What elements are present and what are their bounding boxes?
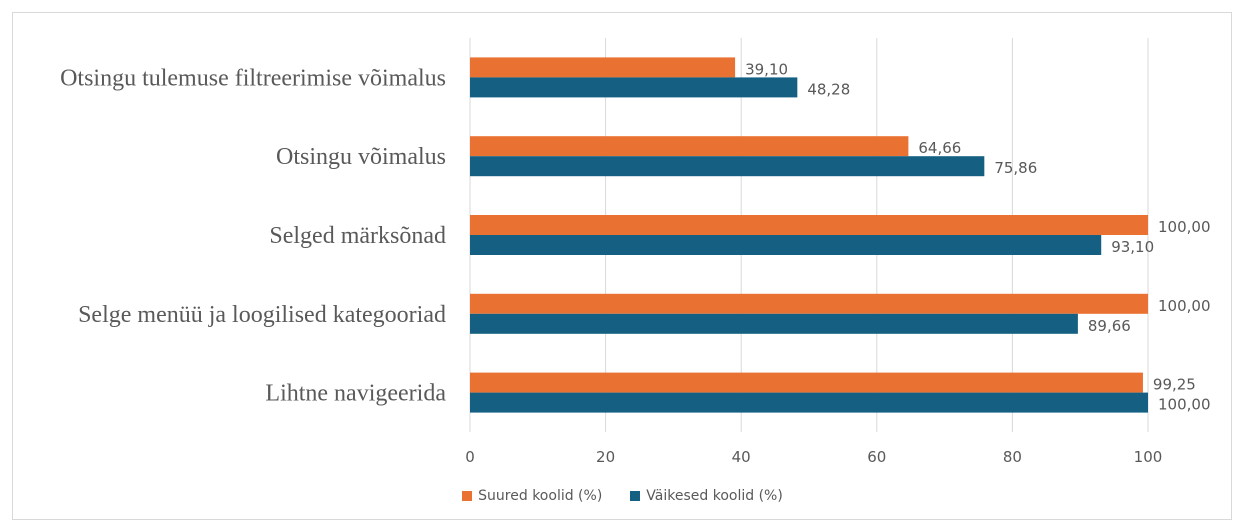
data-label: 64,66 xyxy=(918,139,961,157)
x-tick-label: 0 xyxy=(465,448,475,466)
x-tick-label: 20 xyxy=(596,448,615,466)
x-tick-label: 40 xyxy=(732,448,751,466)
category-label: Selged märksõnad xyxy=(269,223,446,249)
bar xyxy=(470,392,1148,413)
bar xyxy=(470,77,798,98)
bar-chart: Otsingu tulemuse filtreerimise võimalus O… xyxy=(60,38,1211,466)
bar xyxy=(470,57,736,78)
bar xyxy=(470,156,985,177)
category-label: Lihtne navigeerida xyxy=(265,381,446,407)
bar xyxy=(470,313,1078,334)
bar xyxy=(470,293,1148,314)
data-label: 39,10 xyxy=(745,60,788,78)
data-label: 93,10 xyxy=(1111,238,1154,256)
legend-label-suured: Suured koolid (%) xyxy=(478,488,603,504)
x-tick-label: 100 xyxy=(1134,448,1163,466)
data-label: 99,25 xyxy=(1153,376,1196,394)
data-label: 89,66 xyxy=(1088,317,1131,335)
bars xyxy=(470,57,1148,413)
data-label: 100,00 xyxy=(1158,396,1211,414)
bar xyxy=(470,235,1102,255)
legend-item-suured: Suured koolid (%) xyxy=(462,488,602,504)
data-label: 75,86 xyxy=(994,159,1037,177)
bar xyxy=(470,215,1148,235)
bar xyxy=(470,372,1143,393)
data-label: 100,00 xyxy=(1158,218,1211,236)
x-tick-label: 60 xyxy=(867,448,886,466)
category-label: Otsingu võimalus xyxy=(276,144,446,170)
legend-label-vaikesed: Väikesed koolid (%) xyxy=(646,488,783,504)
x-tick-label: 80 xyxy=(1003,448,1022,466)
data-label: 48,28 xyxy=(807,80,850,98)
value-labels: 39,1048,2864,6675,86100,0093,10100,0089,… xyxy=(745,60,1210,413)
category-label: Selge menüü ja loogilised kategooriad xyxy=(78,302,446,328)
x-tick-labels: 0 20 40 60 80 100 xyxy=(465,448,1162,466)
legend-swatch-vaikesed xyxy=(630,491,641,501)
category-labels: Otsingu tulemuse filtreerimise võimalus O… xyxy=(60,65,446,406)
legend-swatch-suured xyxy=(462,491,473,501)
category-label: Otsingu tulemuse filtreerimise võimalus xyxy=(60,65,446,91)
bar xyxy=(470,136,909,157)
data-label: 100,00 xyxy=(1158,297,1211,315)
legend-item-vaikesed: Väikesed koolid (%) xyxy=(630,488,783,504)
legend: Suured koolid (%) Väikesed koolid (%) xyxy=(0,488,1245,504)
